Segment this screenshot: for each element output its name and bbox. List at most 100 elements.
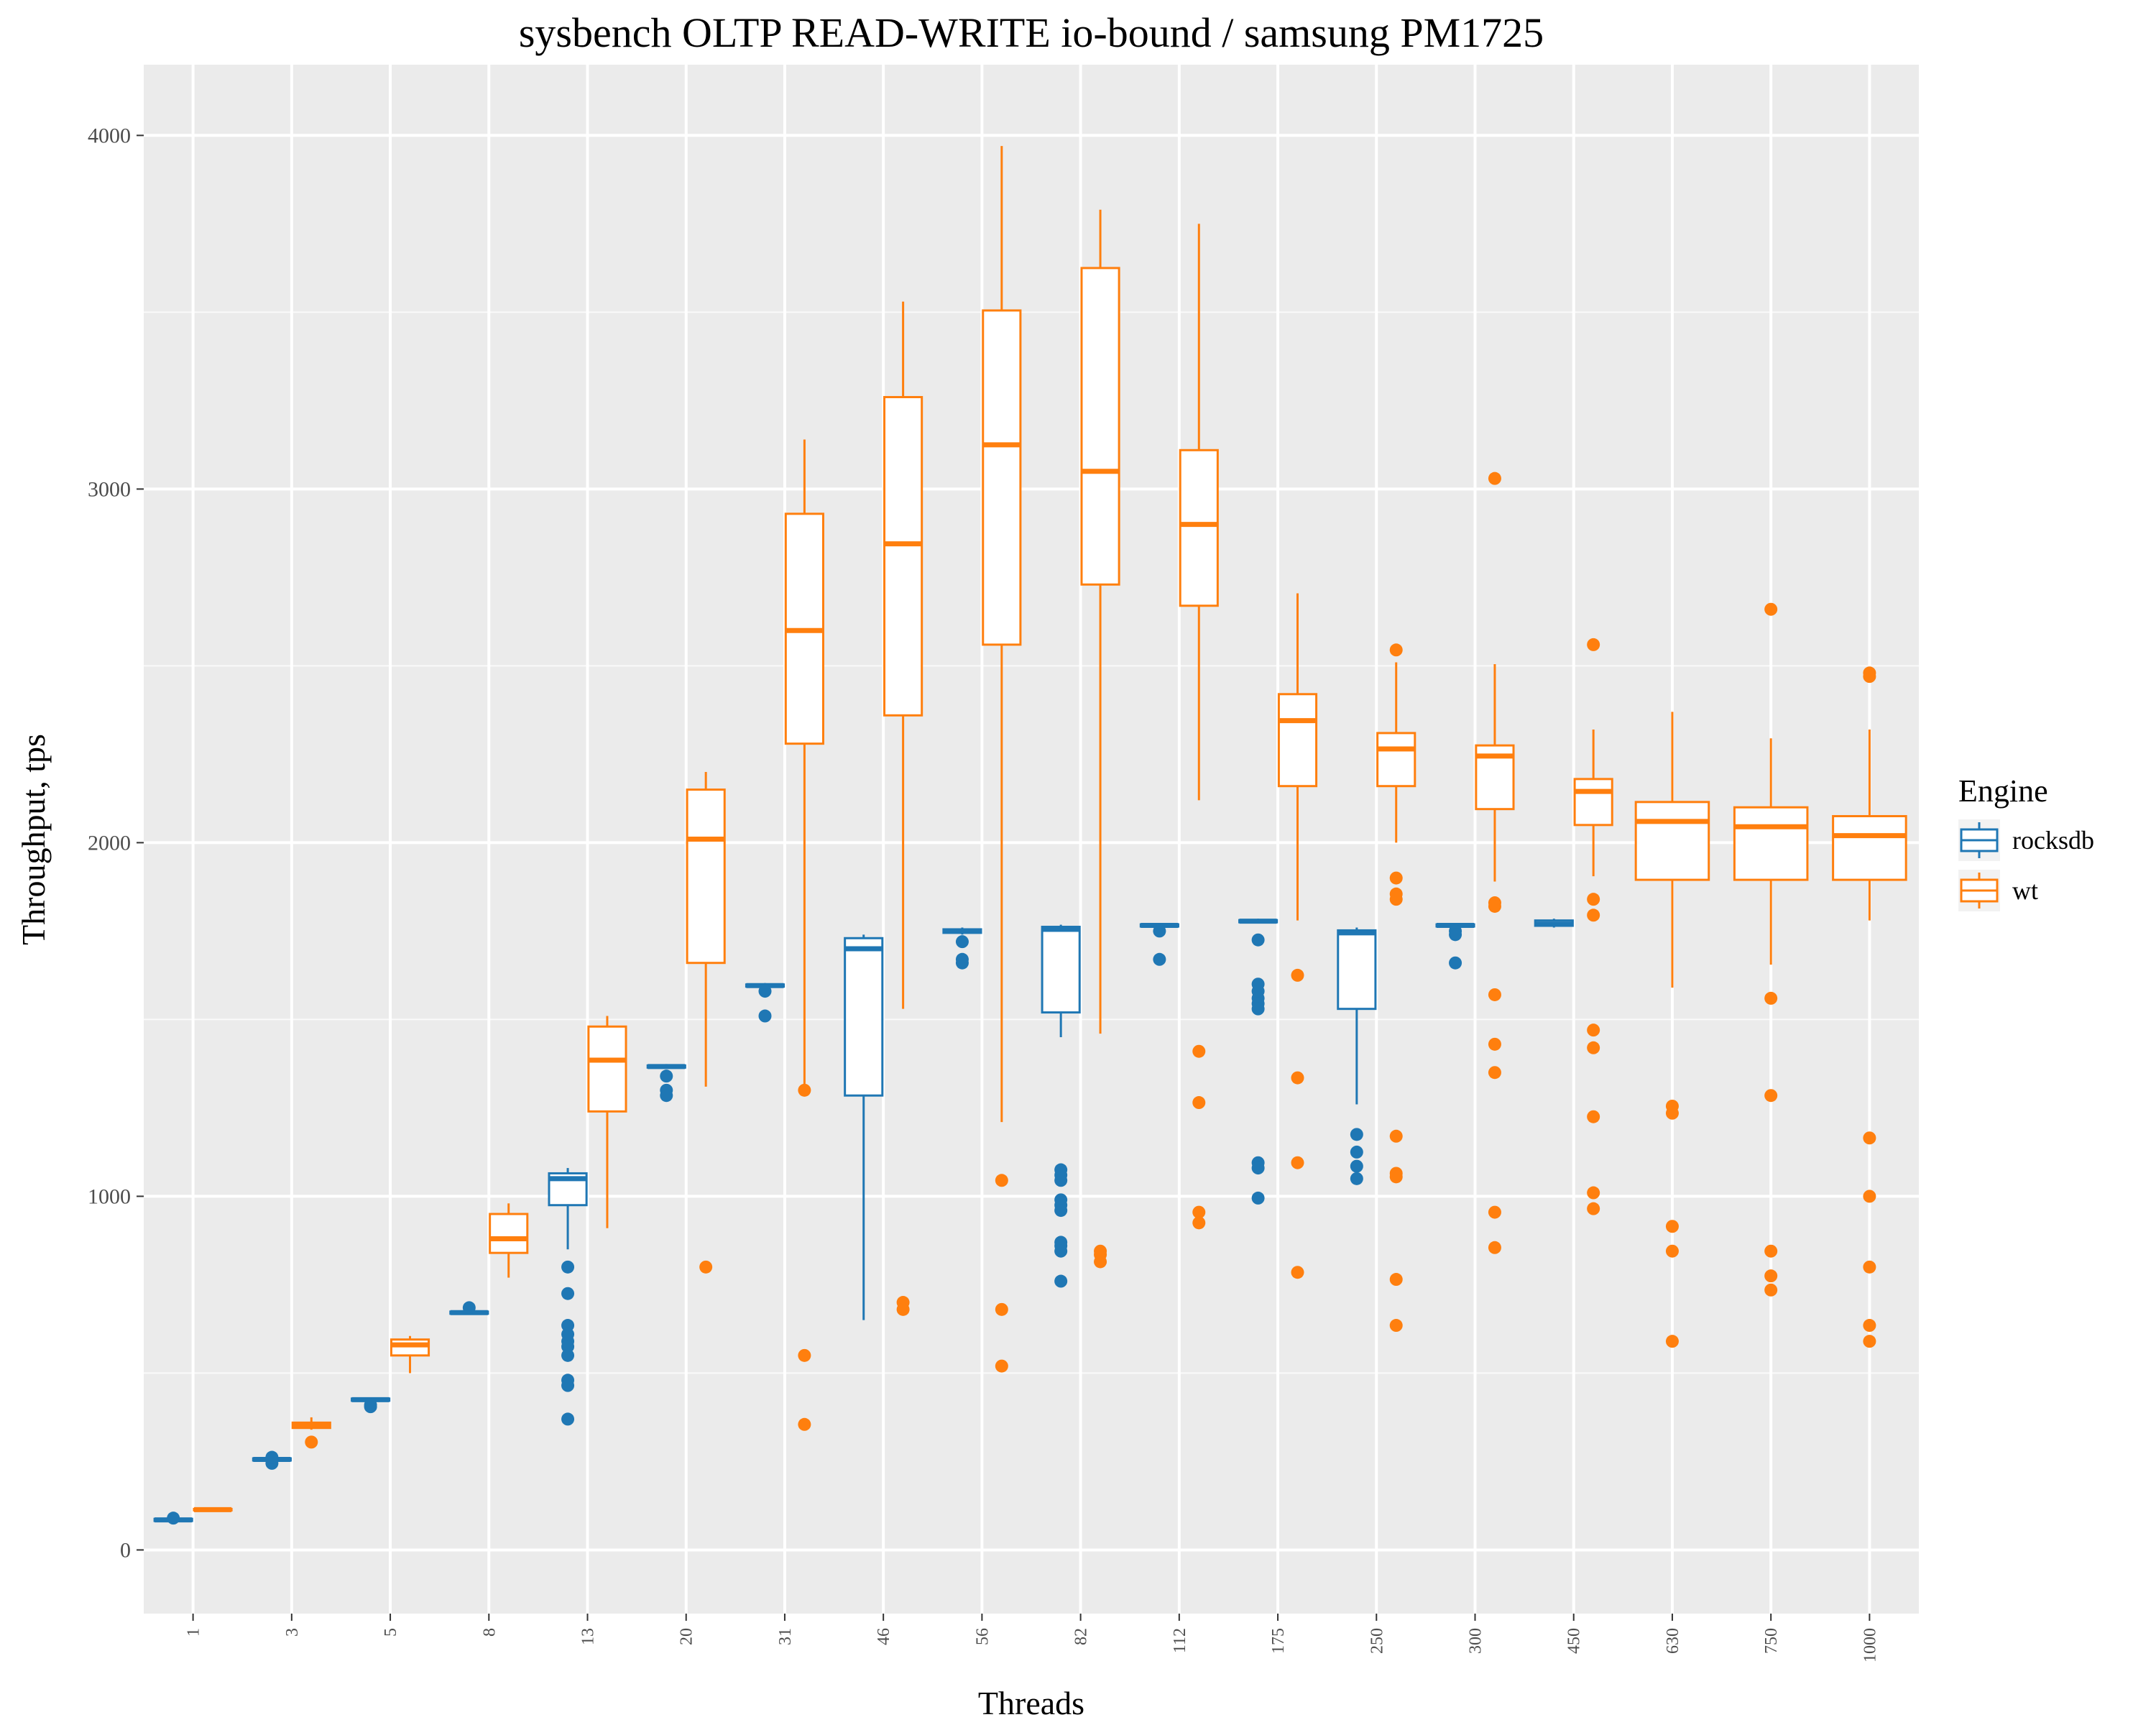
box-rocksdb-20 bbox=[646, 1064, 686, 1103]
legend-label-rocksdb: rocksdb bbox=[2012, 826, 2094, 855]
x-tick-label: 5 bbox=[382, 1628, 400, 1637]
outlier-point bbox=[1488, 1066, 1501, 1080]
outlier-point bbox=[1350, 1145, 1363, 1159]
outlier-point bbox=[1350, 1159, 1363, 1173]
box-wt-112 bbox=[1179, 224, 1219, 1230]
legend-item-rocksdb: rocksdb bbox=[1958, 819, 2094, 861]
plot-panel bbox=[144, 65, 1919, 1614]
outlier-point bbox=[1251, 933, 1265, 947]
outlier-point bbox=[1488, 1037, 1501, 1051]
outlier-point bbox=[167, 1512, 180, 1525]
box-wt-56 bbox=[982, 146, 1022, 1373]
box-wt-31 bbox=[784, 439, 824, 1431]
outlier-point bbox=[561, 1379, 575, 1392]
outlier-point bbox=[1054, 1274, 1068, 1288]
box-rocksdb-450 bbox=[1534, 919, 1574, 928]
box-wt-8 bbox=[489, 1203, 529, 1278]
y-tick-label: 1000 bbox=[88, 1184, 131, 1208]
box bbox=[883, 395, 923, 717]
chart-title: sysbench OLTP READ-WRITE io-bound / sams… bbox=[519, 9, 1544, 56]
outlier-point bbox=[1192, 1096, 1206, 1110]
outlier-point bbox=[1665, 1220, 1679, 1233]
outlier-point bbox=[1153, 924, 1166, 938]
outlier-point bbox=[1587, 638, 1600, 651]
x-tick-label: 20 bbox=[678, 1628, 696, 1645]
outlier-point bbox=[995, 1359, 1008, 1373]
x-tick-label: 82 bbox=[1072, 1628, 1091, 1645]
box bbox=[1733, 806, 1809, 881]
box bbox=[1634, 801, 1710, 881]
box-rocksdb-8 bbox=[449, 1301, 489, 1315]
outlier-point bbox=[955, 956, 969, 970]
outlier-point bbox=[1449, 928, 1462, 942]
box-wt-250 bbox=[1376, 643, 1416, 1333]
outlier-point bbox=[1389, 893, 1403, 906]
x-axis-label: Threads bbox=[978, 1685, 1084, 1721]
box-rocksdb-175 bbox=[1238, 919, 1279, 1205]
outlier-point bbox=[561, 1412, 575, 1426]
box bbox=[1573, 778, 1613, 827]
outlier-point bbox=[758, 985, 772, 998]
box-wt-450 bbox=[1573, 638, 1613, 1215]
outlier-point bbox=[1153, 952, 1166, 966]
outlier-point bbox=[1488, 899, 1501, 913]
outlier-point bbox=[561, 1340, 575, 1353]
outlier-point bbox=[1488, 472, 1501, 485]
box-wt-3 bbox=[291, 1417, 331, 1449]
box-wt-20 bbox=[686, 772, 726, 1274]
outlier-point bbox=[660, 1070, 673, 1083]
outlier-point bbox=[798, 1348, 811, 1362]
box bbox=[1080, 267, 1120, 586]
legend-item-wt: wt bbox=[1958, 870, 2038, 911]
outlier-point bbox=[1192, 1216, 1206, 1230]
x-tick-label: 630 bbox=[1664, 1628, 1682, 1654]
outlier-point bbox=[561, 1260, 575, 1274]
outlier-point bbox=[1389, 643, 1403, 657]
x-tick-label: 250 bbox=[1368, 1628, 1386, 1654]
box bbox=[844, 937, 884, 1097]
x-tick-label: 175 bbox=[1269, 1628, 1288, 1654]
box bbox=[1337, 929, 1377, 1011]
outlier-point bbox=[1665, 1244, 1679, 1258]
outlier-point bbox=[1764, 1244, 1778, 1258]
box-rocksdb-46 bbox=[844, 934, 884, 1320]
x-tick-label: 31 bbox=[776, 1628, 795, 1645]
x-tick-label: 300 bbox=[1467, 1628, 1485, 1654]
outlier-point bbox=[1389, 1129, 1403, 1143]
outlier-point bbox=[1764, 1089, 1778, 1103]
y-axis-label: Throughput, tps bbox=[15, 734, 52, 945]
y-tick-label: 0 bbox=[120, 1538, 131, 1562]
outlier-point bbox=[1350, 1128, 1363, 1141]
outlier-point bbox=[1863, 1190, 1876, 1203]
x-tick-label: 13 bbox=[579, 1628, 598, 1645]
outlier-point bbox=[1094, 1255, 1107, 1269]
x-tick-label: 750 bbox=[1762, 1628, 1781, 1654]
outlier-point bbox=[699, 1260, 713, 1274]
box-wt-300 bbox=[1475, 472, 1515, 1254]
outlier-point bbox=[1291, 1071, 1304, 1085]
outlier-point bbox=[995, 1174, 1008, 1187]
outlier-point bbox=[1587, 1202, 1600, 1215]
box-rocksdb-82 bbox=[1041, 924, 1081, 1288]
box-rocksdb-250 bbox=[1337, 927, 1377, 1185]
outlier-point bbox=[1449, 956, 1462, 970]
box bbox=[587, 1025, 627, 1113]
box-rocksdb-300 bbox=[1435, 923, 1475, 970]
outlier-point bbox=[364, 1398, 377, 1412]
box-rocksdb-31 bbox=[745, 983, 786, 1023]
legend: Engine rocksdb wt bbox=[1958, 773, 2094, 911]
outlier-point bbox=[1863, 1319, 1876, 1333]
box bbox=[982, 309, 1022, 646]
outlier-point bbox=[1863, 1260, 1876, 1274]
outlier-point bbox=[1587, 893, 1600, 906]
outlier-point bbox=[896, 1302, 910, 1316]
outlier-point bbox=[1389, 1170, 1403, 1184]
outlier-point bbox=[995, 1302, 1008, 1316]
outlier-point bbox=[1764, 1269, 1778, 1283]
outlier-point bbox=[660, 1089, 673, 1103]
outlier-point bbox=[1251, 1191, 1265, 1205]
x-tick-label: 3 bbox=[283, 1628, 302, 1637]
box-rocksdb-1 bbox=[153, 1512, 193, 1525]
outlier-point bbox=[798, 1417, 811, 1431]
